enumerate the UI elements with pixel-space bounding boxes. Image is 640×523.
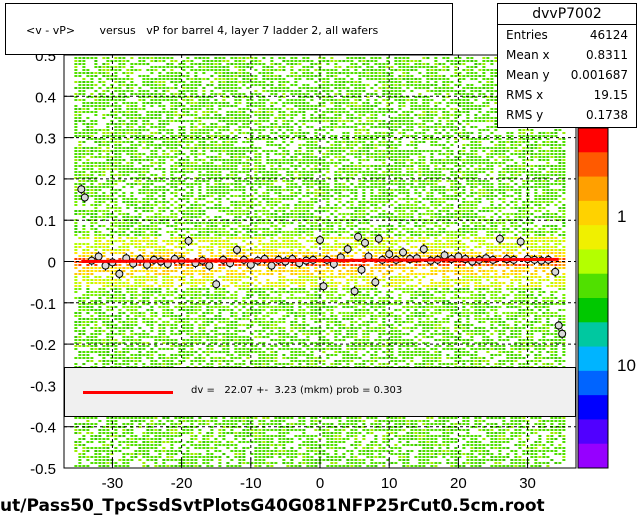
stats-title: dvvP7002 — [498, 4, 636, 25]
profile-point — [80, 193, 89, 202]
profile-point — [101, 261, 110, 270]
y-tick-label: -0.3 — [30, 378, 56, 395]
stats-key: Entries — [506, 28, 548, 42]
profile-point — [267, 261, 276, 270]
stats-key: RMS y — [506, 108, 544, 122]
x-tick-label: -30 — [102, 475, 124, 492]
fit-line — [81, 257, 559, 263]
stats-value: 46124 — [589, 28, 628, 42]
stats-key: Mean x — [506, 48, 550, 62]
y-tick-label: 0.4 — [35, 89, 56, 106]
stats-value: 0.001687 — [570, 68, 628, 82]
colorbar-segment — [578, 395, 608, 420]
colorbar-segment — [578, 176, 608, 202]
colorbar-segment — [578, 128, 608, 153]
colorbar-segment — [578, 443, 608, 469]
stats-value: 0.1738 — [586, 108, 628, 122]
profile-point — [232, 245, 241, 254]
profile-point — [77, 185, 86, 194]
profile-point — [354, 232, 363, 241]
profile-point — [374, 234, 383, 243]
x-tick-label: 10 — [381, 475, 398, 492]
x-tick-label: 30 — [519, 475, 536, 492]
stats-key: Mean y — [506, 68, 550, 82]
colorbar-segment — [578, 273, 608, 299]
stats-row-mean-x: Mean x 0.8311 — [498, 45, 636, 65]
stats-row-rms-y: RMS y 0.1738 — [498, 105, 636, 125]
fit-legend-box: dv = 22.07 +- 3.23 (mkm) prob = 0.303 — [64, 367, 576, 417]
y-tick-label: 0 — [48, 255, 56, 272]
colorbar-label: 10 — [617, 356, 636, 375]
stats-row-entries: Entries 46124 — [498, 25, 636, 45]
profile-point — [343, 245, 352, 254]
y-tick-label: -0.4 — [30, 420, 56, 437]
x-tick-label: 20 — [450, 475, 467, 492]
colorbar-segment — [578, 322, 608, 348]
stats-box: dvvP7002 Entries 46124 Mean x 0.8311 Mea… — [497, 3, 637, 128]
stats-row-rms-x: RMS x 19.15 — [498, 85, 636, 105]
colorbar-segment — [578, 249, 608, 275]
colorbar-frame — [577, 127, 609, 469]
y-tick-label: -0.1 — [30, 296, 56, 313]
y-tick-label: 0.2 — [35, 172, 56, 189]
profile-point — [385, 250, 394, 259]
y-tick-label: -0.5 — [30, 461, 56, 478]
colorbar-segment — [578, 298, 608, 323]
profile-point — [94, 252, 103, 261]
y-tick-label: -0.2 — [30, 337, 56, 354]
y-tick-label: 0.3 — [35, 131, 56, 148]
colorbar-label: 1 — [617, 207, 626, 226]
stats-value: 19.15 — [593, 88, 628, 102]
stats-key: RMS x — [506, 88, 544, 102]
profile-point — [350, 287, 359, 296]
profile-point — [495, 234, 504, 243]
profile-point — [399, 248, 408, 257]
colorbar-segment — [578, 370, 608, 396]
profile-point — [419, 245, 428, 254]
y-tick-label: 0.1 — [35, 213, 56, 230]
profile-point — [516, 237, 525, 246]
profile-point — [316, 236, 324, 245]
colorbar-segment — [578, 200, 608, 226]
profile-point — [319, 282, 328, 291]
profile-point — [357, 265, 366, 274]
profile-point — [551, 267, 560, 276]
stats-row-mean-y: Mean y 0.001687 — [498, 65, 636, 85]
fit-legend-line — [83, 391, 173, 394]
profile-point — [184, 236, 193, 245]
profile-point — [554, 321, 563, 330]
x-tick-label: -10 — [240, 475, 262, 492]
profile-point — [371, 278, 380, 287]
chart-title-box: <v - vP> versus vP for barrel 4, layer 7… — [5, 3, 453, 55]
profile-point — [212, 280, 221, 289]
profile-point — [246, 260, 255, 269]
profile-point — [205, 261, 214, 270]
colorbar-segment — [578, 225, 608, 250]
profile-point — [440, 251, 449, 260]
file-path-footer: ut/Pass50_TpcSsdSvtPlotsG40G081NFP25rCut… — [0, 496, 545, 516]
profile-point — [360, 238, 369, 247]
stats-value: 0.8311 — [586, 48, 628, 62]
x-tick-label: 0 — [316, 475, 324, 492]
profile-point — [558, 329, 567, 338]
profile-point — [115, 269, 124, 278]
colorbar-segment — [578, 346, 608, 372]
chart-title: <v - vP> versus vP for barrel 4, layer 7… — [26, 24, 379, 37]
x-tick-label: -20 — [171, 475, 193, 492]
fit-legend-text: dv = 22.07 +- 3.23 (mkm) prob = 0.303 — [191, 385, 403, 396]
colorbar-segment — [578, 152, 608, 178]
colorbar-segment — [578, 419, 608, 445]
